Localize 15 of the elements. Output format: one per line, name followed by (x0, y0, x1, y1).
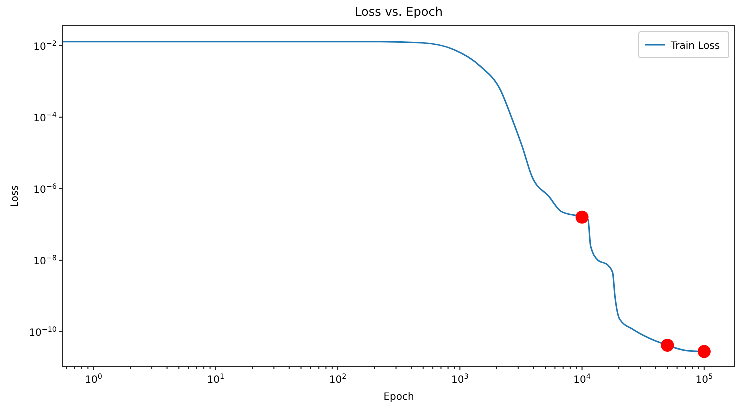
y-axis-title: Loss (10, 186, 21, 208)
x-tick-label: 10$^{0}$ (85, 372, 103, 386)
x-tick-label: 10$^{2}$ (329, 372, 347, 386)
x-tick-label: 10$^{1}$ (207, 372, 225, 386)
y-tick-label: 10$^{−2}$ (34, 38, 57, 53)
x-tick-label: 10$^{5}$ (696, 372, 714, 386)
chart-title: Loss vs. Epoch (355, 5, 443, 19)
legend-label: Train Loss (670, 41, 720, 52)
y-tick-label: 10$^{−8}$ (34, 252, 58, 268)
y-tick-label: 10$^{−6}$ (34, 181, 58, 196)
y-tick-label: 10$^{−10}$ (29, 324, 58, 339)
x-tick-label: 10$^{4}$ (574, 372, 592, 386)
y-tick-label: 10$^{−4}$ (34, 110, 58, 124)
x-tick-label: 10$^{3}$ (451, 372, 469, 386)
x-axis-title: Epoch (384, 392, 414, 403)
